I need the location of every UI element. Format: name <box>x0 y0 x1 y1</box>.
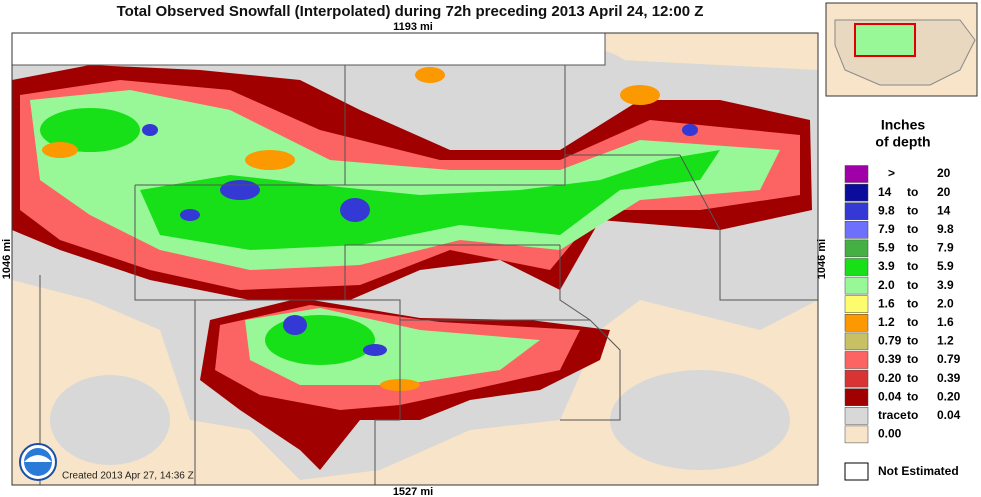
legend-to: 3.9 <box>937 278 954 292</box>
legend-sep: to <box>907 389 918 403</box>
legend-from: 14 <box>878 185 892 199</box>
legend-swatch <box>844 202 869 220</box>
legend-from: 3.9 <box>878 259 895 273</box>
legend-sep: to <box>907 352 918 366</box>
legend-swatch <box>844 221 869 239</box>
legend-from: 5.9 <box>878 241 895 255</box>
legend-swatch <box>844 295 869 313</box>
legend-swatch <box>844 369 869 388</box>
credit: Created 2013 Apr 27, 14:36 Z <box>62 471 194 482</box>
legend-sep: to <box>907 408 918 422</box>
legend-to: 1.2 <box>937 334 954 348</box>
legend-swatch <box>844 239 869 258</box>
legend-swatch <box>844 425 869 444</box>
legend-to: 9.8 <box>937 222 954 236</box>
map-area <box>11 32 819 486</box>
legend-sep: to <box>907 296 918 310</box>
legend-swatch <box>844 183 869 202</box>
legend-sep: to <box>907 278 918 292</box>
scale-top: 1193 mi <box>393 21 433 33</box>
scale-right: 1046 mi <box>816 239 828 279</box>
legend-sep: to <box>907 371 918 385</box>
legend-to: 14 <box>937 203 951 217</box>
legend-from: 0.00 <box>878 427 902 441</box>
legend-swatch <box>844 407 869 425</box>
legend-from: 1.6 <box>878 296 895 310</box>
legend-sep: to <box>907 259 918 273</box>
state-boundaries <box>11 32 818 485</box>
legend-swatch <box>844 165 869 183</box>
legend-from: > <box>888 166 895 180</box>
legend-from: 1.2 <box>878 315 895 329</box>
legend-to: 2.0 <box>937 296 954 310</box>
scale-bottom: 1527 mi <box>393 486 433 497</box>
legend-from: 9.8 <box>878 203 895 217</box>
inset-map <box>825 2 978 97</box>
legend-from: 2.0 <box>878 278 895 292</box>
legend-to: 0.20 <box>937 389 961 403</box>
legend-from: 0.79 <box>878 334 902 348</box>
legend-to: 0.04 <box>937 408 961 422</box>
legend-title: of depth <box>875 134 930 150</box>
legend-from: trace <box>878 408 907 422</box>
legend-sep: to <box>907 222 918 236</box>
scale-left: 1046 mi <box>1 239 13 279</box>
legend-from: 7.9 <box>878 222 895 236</box>
legend-sep: to <box>907 315 918 329</box>
legend-sep: to <box>907 185 918 199</box>
not-estimated-swatch <box>844 462 869 481</box>
legend-to: 0.39 <box>937 371 961 385</box>
legend-title: Inches <box>881 117 926 133</box>
map-title: Total Observed Snowfall (Interpolated) d… <box>117 3 704 20</box>
legend-from: 0.04 <box>878 389 902 403</box>
legend-sep: to <box>907 203 918 217</box>
legend-sep: to <box>907 334 918 348</box>
legend-swatch <box>844 258 869 276</box>
legend-to: 1.6 <box>937 315 954 329</box>
legend-to: 7.9 <box>937 241 954 255</box>
noaa-logo <box>19 443 57 481</box>
legend-swatch <box>844 332 869 351</box>
not-estimated-label: Not Estimated <box>878 464 959 478</box>
legend-to: 20 <box>937 185 951 199</box>
legend-swatch <box>844 314 869 332</box>
legend-sep: to <box>907 241 918 255</box>
legend-to: 0.79 <box>937 352 961 366</box>
legend-swatch <box>844 351 869 369</box>
legend-from: 0.20 <box>878 371 902 385</box>
legend-to: 20 <box>937 166 951 180</box>
legend-to: 5.9 <box>937 259 954 273</box>
legend-from: 0.39 <box>878 352 902 366</box>
legend-swatch <box>844 388 869 406</box>
legend: Inches of depth Not Estimated >20 14 to 20 9… <box>844 117 961 481</box>
legend-swatch <box>844 276 869 295</box>
